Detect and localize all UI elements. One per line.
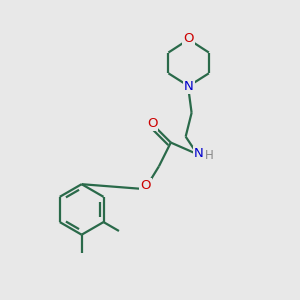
Text: H: H xyxy=(205,149,213,162)
Text: O: O xyxy=(147,117,157,130)
Text: O: O xyxy=(183,32,194,45)
Text: N: N xyxy=(184,80,194,93)
Text: O: O xyxy=(140,178,151,192)
Text: N: N xyxy=(194,147,204,160)
